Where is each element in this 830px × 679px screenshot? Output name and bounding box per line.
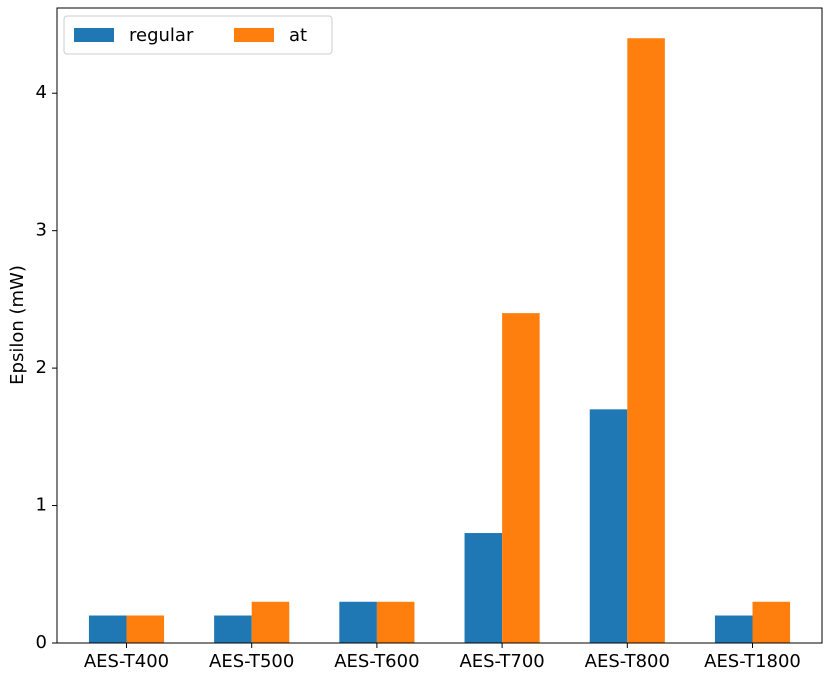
legend-label: at: [289, 25, 307, 46]
legend-label: regular: [129, 25, 194, 46]
bar: [251, 601, 290, 643]
bar: [376, 601, 415, 643]
bar: [339, 601, 377, 643]
y-tick-label: 1: [36, 495, 47, 516]
bar: [752, 601, 791, 643]
legend: regular at: [63, 15, 333, 55]
x-tick-label: AES-T400: [84, 651, 169, 672]
bar: [627, 38, 665, 643]
legend-swatch: [234, 28, 274, 42]
bar: [214, 615, 252, 643]
y-axis-label: Epsilon (mW): [7, 265, 28, 385]
y-tick-label: 3: [36, 220, 47, 241]
bar: [126, 615, 165, 643]
x-tick-label: AES-T700: [459, 651, 544, 672]
bar: [502, 313, 540, 643]
x-tick-label: AES-T1800: [704, 651, 801, 672]
bar: [714, 615, 753, 643]
legend-frame: [63, 15, 333, 55]
legend-swatch: [74, 28, 114, 42]
y-tick-label: 2: [36, 357, 47, 378]
y-tick-label: 0: [36, 632, 47, 653]
plot-frame: [56, 7, 823, 644]
bar: [589, 409, 628, 643]
x-tick-label: AES-T800: [585, 651, 670, 672]
bar: [464, 533, 503, 643]
y-tick-label: 4: [36, 82, 47, 103]
x-tick-label: AES-T600: [334, 651, 419, 672]
x-tick-label: AES-T500: [209, 651, 294, 672]
bar: [88, 615, 127, 643]
